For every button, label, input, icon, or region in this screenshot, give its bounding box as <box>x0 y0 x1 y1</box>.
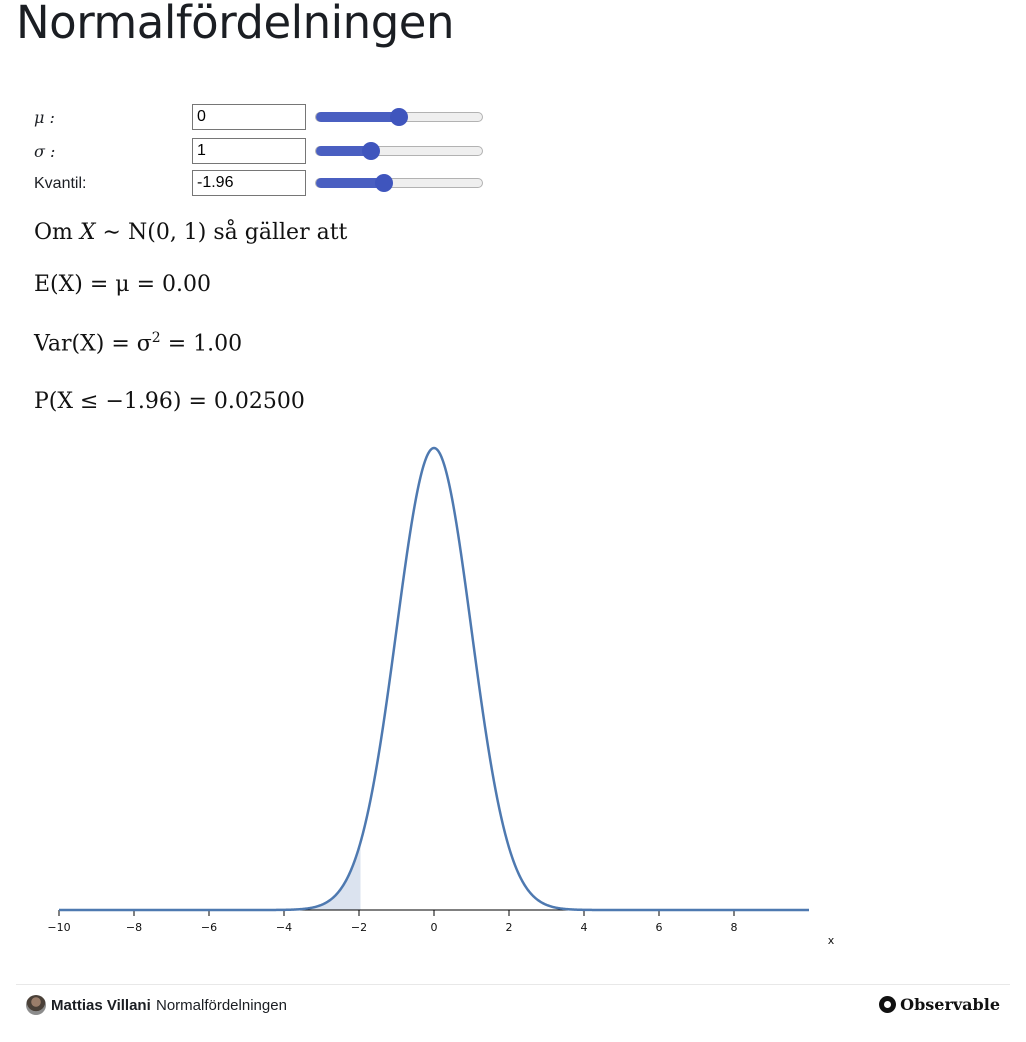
mu-slider[interactable] <box>315 108 483 126</box>
footer-divider <box>16 984 1010 985</box>
quantile-slider-thumb[interactable] <box>375 174 394 192</box>
x-tick-label: −2 <box>351 921 367 934</box>
intro-prefix: Om <box>34 220 80 245</box>
quantile-slider[interactable] <box>315 174 483 192</box>
expectation-formula: E(X) = μ = 0.00 <box>34 272 212 297</box>
variance-rhs: = 1.00 <box>160 331 243 357</box>
mu-slider-thumb[interactable] <box>390 108 408 126</box>
x-tick-label: 6 <box>656 921 663 934</box>
x-tick-label: −8 <box>126 921 142 934</box>
footer: Mattias Villani Normalfördelningen Obser… <box>26 994 1006 1016</box>
sigma-slider[interactable] <box>315 142 483 160</box>
probability-formula: P(X ≤ −1.96) = 0.02500 <box>34 389 305 414</box>
x-axis-label: x <box>828 934 835 947</box>
sigma-label: σ : <box>34 142 56 161</box>
sigma-control: σ : <box>34 138 494 164</box>
mu-slider-fill <box>316 112 399 122</box>
observable-logo[interactable]: Observable <box>879 995 1000 1014</box>
intro-distribution: ∼ N(0, 1) <box>95 220 214 245</box>
density-chart: −10 −8 −6 −4 −2 0 2 4 6 8 x <box>0 430 1026 960</box>
variance-lhs: Var(X) = σ <box>34 331 152 357</box>
observable-icon <box>879 996 897 1013</box>
density-curve <box>59 446 809 912</box>
intro-statement: Om X ∼ N(0, 1) så gäller att <box>34 220 347 245</box>
sigma-slider-thumb[interactable] <box>361 142 380 160</box>
mu-label: μ : <box>34 108 55 127</box>
quantile-label: Kvantil: <box>34 175 87 192</box>
notebook-title[interactable]: Normalfördelningen <box>156 997 287 1014</box>
intro-suffix: så gäller att <box>213 220 348 245</box>
x-tick-label: 4 <box>581 921 588 934</box>
sigma-slider-fill <box>316 146 371 156</box>
page-title: Normalfördelningen <box>16 0 454 49</box>
shaded-tail-area <box>59 842 361 910</box>
author-name[interactable]: Mattias Villani <box>51 997 151 1014</box>
x-tick-label: 2 <box>506 921 513 934</box>
quantile-control: Kvantil: <box>34 170 494 196</box>
intro-variable: X <box>79 220 96 245</box>
x-tick-label: 8 <box>731 921 738 934</box>
mu-input[interactable] <box>192 104 306 130</box>
author-avatar[interactable] <box>26 995 46 1015</box>
sigma-input[interactable] <box>192 138 306 164</box>
x-tick-label: 0 <box>431 921 438 934</box>
variance-formula: Var(X) = σ2 = 1.00 <box>34 330 242 356</box>
x-tick-label: −6 <box>201 921 217 934</box>
x-tick-label: −4 <box>276 921 292 934</box>
mu-control: μ : <box>34 104 494 130</box>
observable-brand-text: Observable <box>900 995 1000 1014</box>
x-tick-label: −10 <box>47 921 70 934</box>
variance-exponent: 2 <box>151 330 161 346</box>
quantile-input[interactable] <box>192 170 306 196</box>
quantile-slider-fill <box>316 178 385 188</box>
density-chart-svg: −10 −8 −6 −4 −2 0 2 4 6 8 x <box>47 446 835 947</box>
